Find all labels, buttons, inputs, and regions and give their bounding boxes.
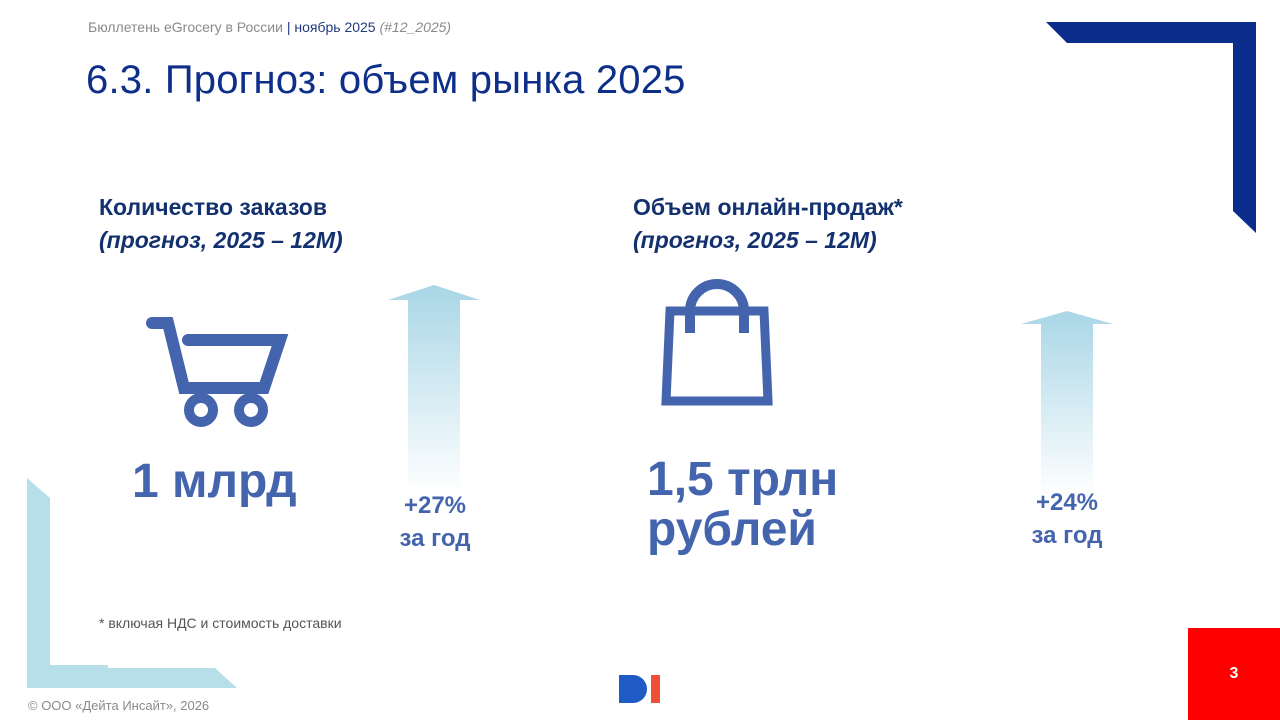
sales-value: 1,5 трлн рублей <box>647 455 838 555</box>
growth-arrow-icon <box>388 285 480 495</box>
orders-heading: Количество заказов (прогноз, 2025 – 12M) <box>99 191 343 257</box>
orders-heading-title: Количество заказов <box>99 194 327 220</box>
page-number: 3 <box>1188 628 1280 720</box>
sales-value-line1: 1,5 трлн <box>647 453 839 506</box>
page-title: 6.3. Прогноз: объем рынка 2025 <box>86 58 686 102</box>
growth-arrow-icon <box>1021 311 1113 496</box>
sales-heading-sub: (прогноз, 2025 – 12M) <box>633 227 877 253</box>
bulletin-issue: (#12_2025) <box>379 19 452 35</box>
orders-growth: +27% за год <box>375 489 495 555</box>
bulletin-header: Бюллетень eGrocery в России | ноябрь 202… <box>88 19 451 35</box>
sales-growth: +24% за год <box>1007 486 1127 552</box>
sales-growth-value: +24% <box>1035 489 1099 516</box>
shopping-bag-icon <box>661 279 773 406</box>
bulletin-name: Бюллетень eGrocery в России <box>88 19 283 35</box>
copyright: © ООО «Дейта Инсайт», 2026 <box>28 698 210 713</box>
shopping-cart-icon <box>146 317 289 427</box>
orders-growth-period: за год <box>399 525 471 552</box>
footnote: * включая НДС и стоимость доставки <box>99 615 342 631</box>
header-separator: | <box>282 19 295 35</box>
sales-heading-title: Объем онлайн-продаж* <box>633 194 903 220</box>
orders-value: 1 млрд <box>132 455 297 508</box>
sales-growth-period: за год <box>1031 522 1103 549</box>
orders-heading-sub: (прогноз, 2025 – 12M) <box>99 227 343 253</box>
bulletin-date: ноябрь 2025 <box>294 19 376 35</box>
sales-value-line2: рублей <box>647 503 817 556</box>
company-logo <box>619 675 660 703</box>
orders-growth-value: +27% <box>403 492 467 519</box>
sales-heading: Объем онлайн-продаж* (прогноз, 2025 – 12… <box>633 191 903 257</box>
